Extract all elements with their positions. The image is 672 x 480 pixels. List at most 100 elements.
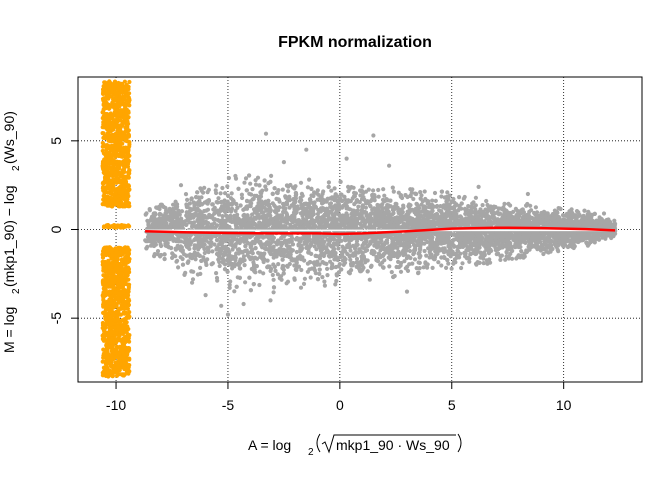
gray-point	[249, 192, 254, 197]
gray-point	[212, 242, 217, 247]
gray-point	[445, 190, 450, 195]
gray-point	[422, 189, 427, 194]
gray-point	[218, 191, 223, 196]
gray-point	[170, 255, 175, 260]
gray-point	[214, 183, 219, 188]
gray-point	[365, 248, 370, 253]
gray-point	[292, 263, 297, 268]
gray-point	[192, 220, 197, 225]
gray-point	[423, 209, 428, 214]
gray-point	[311, 260, 316, 265]
gray-point	[529, 208, 534, 213]
gray-point	[170, 219, 175, 224]
gray-point	[535, 247, 540, 252]
gray-point	[328, 259, 333, 264]
gray-point	[294, 210, 299, 215]
gray-point	[356, 212, 361, 217]
gray-point	[205, 257, 210, 262]
gray-point	[408, 255, 413, 261]
gray-point	[496, 221, 501, 226]
gray-point	[298, 180, 304, 185]
gray-point	[378, 248, 383, 253]
gray-point	[432, 231, 437, 236]
gray-point	[238, 266, 243, 271]
gray-point	[214, 271, 219, 276]
gray-point	[353, 191, 358, 196]
gray-point	[155, 249, 161, 254]
gray-point	[460, 261, 465, 266]
gray-point	[325, 266, 330, 271]
gray-point	[558, 206, 563, 212]
gray-point	[382, 258, 387, 263]
gray-point	[214, 199, 219, 205]
gray-point	[210, 249, 215, 254]
gray-point	[202, 250, 207, 256]
gray-point	[243, 280, 248, 285]
gray-point	[541, 251, 546, 257]
gray-point	[407, 262, 412, 267]
gray-point	[444, 265, 449, 270]
gray-point	[272, 254, 277, 259]
gray-point	[449, 266, 454, 271]
gray-point	[360, 203, 365, 208]
gray-point	[378, 262, 383, 267]
gray-point	[248, 181, 253, 186]
gray-point	[193, 257, 198, 262]
gray-point	[371, 188, 376, 193]
gray-point	[555, 247, 560, 252]
gray-points-series	[143, 131, 618, 317]
gray-point	[363, 260, 368, 265]
gray-point	[446, 261, 451, 266]
gray-point	[228, 196, 234, 201]
gray-point	[390, 185, 395, 190]
gray-point	[271, 277, 276, 282]
gray-point	[307, 267, 312, 272]
gray-point	[473, 195, 478, 200]
gray-point	[211, 207, 216, 212]
gray-point	[283, 195, 288, 200]
gray-point	[375, 202, 380, 208]
gray-point	[198, 186, 203, 191]
gray-point	[243, 176, 249, 181]
gray-point	[367, 277, 372, 282]
gray-point	[328, 201, 334, 206]
gray-point	[238, 260, 243, 265]
gray-point	[166, 236, 171, 241]
gray-point	[281, 209, 286, 215]
gray-point	[167, 206, 172, 211]
gray-point	[353, 223, 358, 228]
gray-point	[239, 192, 244, 197]
gray-point	[612, 218, 617, 223]
gray-point	[360, 184, 365, 189]
gray-point	[430, 198, 435, 203]
gray-point	[487, 257, 492, 262]
gray-point	[332, 186, 337, 191]
gray-point	[369, 250, 374, 256]
gray-point	[386, 255, 391, 260]
gray-point	[356, 204, 361, 209]
gray-point	[459, 265, 464, 271]
gray-point	[322, 283, 327, 288]
gray-point	[423, 217, 428, 223]
gray-point	[333, 282, 338, 287]
gray-point	[285, 279, 291, 284]
gray-point	[200, 244, 206, 249]
gray-point	[287, 198, 292, 203]
gray-point	[408, 187, 413, 192]
gray-point	[263, 184, 268, 189]
gray-point	[179, 209, 185, 214]
gray-point	[250, 187, 255, 192]
gray-point	[438, 209, 443, 214]
gray-point	[326, 180, 331, 185]
gray-point	[393, 201, 398, 206]
gray-point	[398, 269, 404, 274]
gray-point	[509, 256, 515, 261]
gray-point	[433, 198, 438, 203]
gray-point	[402, 259, 407, 264]
gray-point	[418, 190, 423, 195]
gray-point	[317, 271, 322, 276]
gray-point	[452, 216, 457, 221]
gray-point	[337, 262, 342, 267]
